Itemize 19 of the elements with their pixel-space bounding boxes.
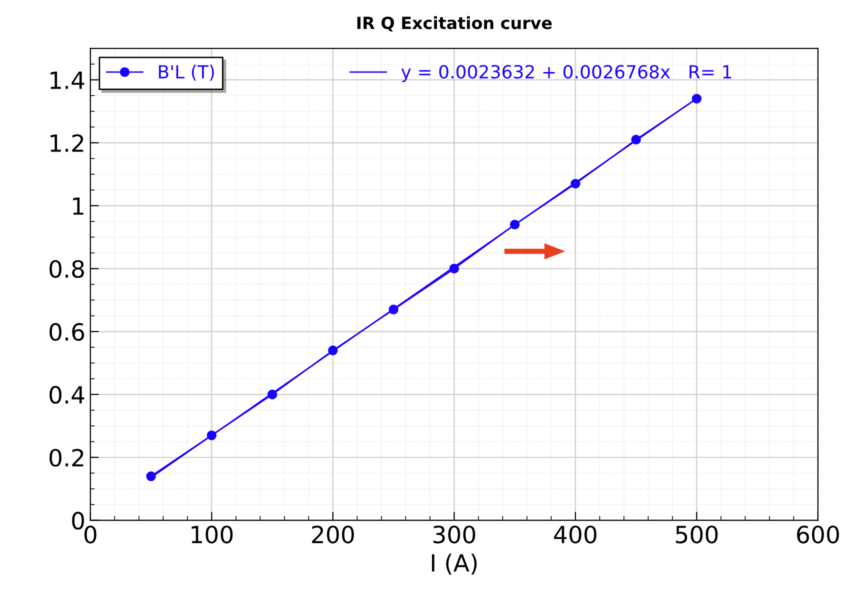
x-tick-label: 500 [676,526,718,544]
x-axis-title: I (A) [432,554,477,575]
y-tick-label: 0.8 [50,260,84,278]
y-tick-label: 0.4 [50,386,84,404]
x-tick-label: 200 [312,526,354,544]
y-tick-label: 1.2 [50,134,84,152]
y-tick-label: 0 [72,512,84,530]
legend-label: B'L (T) [158,64,214,81]
y-tick-label: 1 [73,197,84,215]
x-tick-label: 400 [554,526,596,544]
legend-label: y = 0.0023632 + 0.0026768x R= 1 [401,64,732,82]
chart-title: IR Q Excitation curve [357,16,552,32]
x-tick-label: 100 [192,526,233,544]
x-tick-label: 300 [433,526,476,544]
y-tick-label: 0.2 [50,448,84,467]
x-tick-label: 600 [797,526,839,544]
x-tick-label: 0 [84,526,96,544]
y-tick-label: 1.4 [50,72,84,89]
y-tick-label: 0.6 [50,322,84,341]
